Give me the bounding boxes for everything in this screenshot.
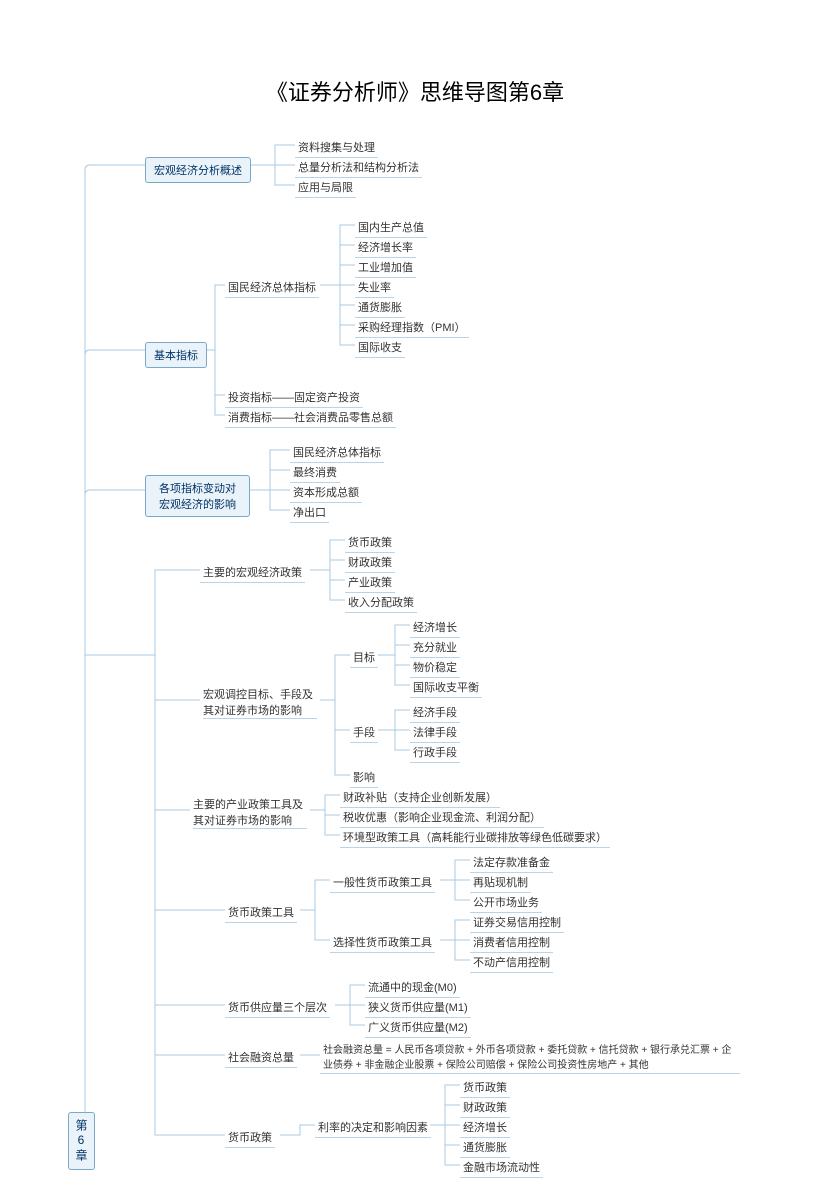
leaf: 消费者信用控制 <box>470 933 553 953</box>
leaf: 经济增长 <box>410 618 460 638</box>
node-social-finance[interactable]: 社会融资总量 <box>225 1048 297 1068</box>
leaf: 工业增加值 <box>355 258 416 278</box>
leaf: 国内生产总值 <box>355 218 427 238</box>
leaf: 公开市场业务 <box>470 893 542 913</box>
leaf: 法定存款准备金 <box>470 853 553 873</box>
leaf: 财政政策 <box>345 553 395 573</box>
leaf: 行政手段 <box>410 743 460 763</box>
leaf: 失业率 <box>355 278 394 298</box>
page-title: 《证券分析师》思维导图第6章 <box>0 75 830 107</box>
node-means[interactable]: 手段 <box>350 723 378 743</box>
node-monetary-policy[interactable]: 货币政策 <box>225 1128 275 1148</box>
node-monetary-tools[interactable]: 货币政策工具 <box>225 903 297 923</box>
leaf: 社会融资总量 = 人民币各项贷款 + 外币各项贷款 + 委托贷款 + 信托贷款 … <box>320 1040 740 1074</box>
leaf: 国际收支 <box>355 338 405 358</box>
leaf: 财政政策 <box>460 1098 510 1118</box>
root-node[interactable]: 第6章 <box>68 1112 95 1170</box>
leaf: 投资指标——固定资产投资 <box>225 388 363 408</box>
leaf: 国民经济总体指标 <box>290 443 384 463</box>
mindmap-container: 第6章 宏观经济分析概述 资料搜集与处理 总量分析法和结构分析法 应用与局限 基… <box>0 110 830 1175</box>
node-macro-control[interactable]: 宏观调控目标、手段及其对证券市场的影响 <box>200 685 320 721</box>
leaf: 采购经理指数（PMI） <box>355 318 469 338</box>
leaf: 经济增长 <box>460 1118 510 1138</box>
node-industry-policy[interactable]: 主要的产业政策工具及其对证券市场的影响 <box>190 795 310 831</box>
leaf: 充分就业 <box>410 638 460 658</box>
leaf: 流通中的现金(M0) <box>365 978 460 998</box>
leaf: 证券交易信用控制 <box>470 913 564 933</box>
label: 宏观调控目标、手段及其对证券市场的影响 <box>203 686 317 719</box>
leaf: 再贴现机制 <box>470 873 531 893</box>
node-money-supply[interactable]: 货币供应量三个层次 <box>225 998 330 1018</box>
node-macro-policy[interactable]: 主要的宏观经济政策 <box>200 563 305 583</box>
node-general-tools[interactable]: 一般性货币政策工具 <box>330 873 435 893</box>
leaf: 消费指标——社会消费品零售总额 <box>225 408 396 428</box>
leaf: 资料搜集与处理 <box>295 138 378 158</box>
leaf: 物价稳定 <box>410 658 460 678</box>
branch-indicator-effects[interactable]: 各项指标变动对宏观经济的影响 <box>145 475 250 517</box>
leaf: 广义货币供应量(M2) <box>365 1018 471 1038</box>
leaf: 法律手段 <box>410 723 460 743</box>
node-national-economy[interactable]: 国民经济总体指标 <box>225 278 319 298</box>
leaf: 不动产信用控制 <box>470 953 553 973</box>
leaf: 狭义货币供应量(M1) <box>365 998 471 1018</box>
leaf: 金融市场流动性 <box>460 1158 543 1178</box>
leaf: 净出口 <box>290 503 329 523</box>
node-goals[interactable]: 目标 <box>350 648 378 668</box>
leaf: 最终消费 <box>290 463 340 483</box>
branch-overview[interactable]: 宏观经济分析概述 <box>145 157 251 183</box>
node-interest-rate[interactable]: 利率的决定和影响因素 <box>315 1118 431 1138</box>
leaf: 税收优惠（影响企业现金流、利润分配） <box>340 808 544 828</box>
leaf: 影响 <box>350 768 378 788</box>
leaf: 应用与局限 <box>295 178 356 198</box>
leaf: 经济增长率 <box>355 238 416 258</box>
leaf: 环境型政策工具（高耗能行业碳排放等绿色低碳要求） <box>340 828 610 848</box>
leaf: 总量分析法和结构分析法 <box>295 158 422 178</box>
label: 主要的产业政策工具及其对证券市场的影响 <box>193 796 307 829</box>
leaf: 通货膨胀 <box>355 298 405 318</box>
leaf: 资本形成总额 <box>290 483 362 503</box>
leaf: 产业政策 <box>345 573 395 593</box>
node-selective-tools[interactable]: 选择性货币政策工具 <box>330 933 435 953</box>
leaf: 货币政策 <box>345 533 395 553</box>
leaf: 财政补贴（支持企业创新发展） <box>340 788 500 808</box>
leaf: 国际收支平衡 <box>410 678 482 698</box>
leaf: 收入分配政策 <box>345 593 417 613</box>
leaf: 通货膨胀 <box>460 1138 510 1158</box>
leaf: 经济手段 <box>410 703 460 723</box>
branch-basic-indicators[interactable]: 基本指标 <box>145 342 207 368</box>
leaf: 货币政策 <box>460 1078 510 1098</box>
